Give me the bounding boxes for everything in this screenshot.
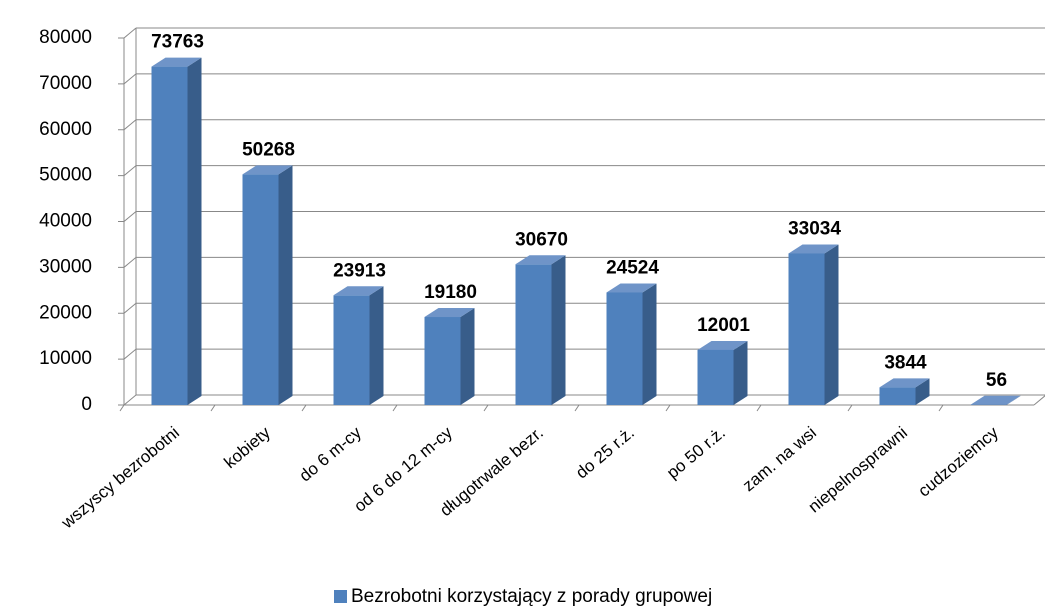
value-label: 56 [986, 370, 1007, 391]
grid-line-side [123, 211, 137, 222]
bar [697, 349, 734, 405]
x-tick-label: po 50 r.ż. [663, 423, 729, 483]
bar-top [697, 340, 748, 350]
bar-top [879, 378, 930, 388]
x-tick-label: kobiety [220, 423, 274, 472]
bar-side [551, 255, 566, 405]
x-tick-label: do 25 r.ż. [572, 423, 638, 483]
value-label: 23913 [333, 260, 386, 281]
x-tick [392, 404, 398, 412]
x-tick-label: cudzoziemcy [914, 423, 1002, 501]
bar [333, 295, 370, 405]
value-label: 24524 [606, 258, 659, 279]
x-tick [847, 404, 853, 412]
bar [788, 253, 825, 405]
grid-line-side [123, 119, 137, 131]
value-label: 19180 [424, 282, 477, 303]
grid-line-side [123, 302, 137, 314]
value-label: 73763 [151, 32, 204, 53]
y-tick-label: 70000 [39, 73, 92, 94]
bar-top [333, 286, 384, 296]
x-tick [483, 404, 489, 412]
value-label: 33034 [788, 218, 841, 239]
x-tick [574, 404, 580, 412]
bar-top [242, 165, 293, 175]
bar-top [606, 283, 657, 293]
bar-top [970, 395, 1021, 405]
bar-top [424, 308, 475, 318]
y-tick-label: 40000 [39, 211, 92, 232]
x-tick [756, 404, 762, 412]
value-label: 50268 [242, 139, 295, 160]
floor-edge [1033, 395, 1045, 406]
bar-side [733, 340, 748, 405]
y-tick-label: 10000 [39, 348, 92, 369]
grid-line-side [123, 73, 137, 85]
grid-line-side [123, 165, 137, 177]
x-tick [301, 404, 307, 412]
y-tick-label: 80000 [39, 27, 92, 48]
bar-side [278, 165, 293, 405]
x-tick-label: zam. na wsi [739, 423, 820, 495]
bar-side [460, 308, 475, 405]
bar [606, 292, 643, 405]
value-label: 3844 [884, 352, 927, 373]
bar-top [515, 255, 566, 265]
x-tick-label: niepelnosprawni [805, 423, 911, 517]
y-tick-label: 50000 [39, 165, 92, 186]
bar [424, 317, 461, 405]
x-tick-label: do 6 m-cy [296, 423, 366, 486]
bar-top [151, 57, 202, 67]
grid-line-side [123, 256, 137, 268]
y-tick-label: 20000 [39, 302, 92, 323]
x-tick [210, 404, 216, 412]
x-tick [119, 404, 125, 412]
legend-label: Bezrobotni korzystający z porady grupowe… [351, 586, 712, 607]
grid-line-side [123, 394, 137, 406]
y-tick-label: 0 [81, 394, 92, 415]
y-tick-label: 30000 [39, 256, 92, 277]
bar [151, 66, 188, 405]
bar-side [187, 57, 202, 405]
bar-side [369, 286, 384, 405]
bar-side [1006, 395, 1021, 405]
bar-top [788, 244, 839, 254]
x-tick-label: wszyscy bezrobotni [57, 423, 183, 533]
bar [515, 264, 552, 405]
y-tick-label: 60000 [39, 119, 92, 140]
bar-side [915, 378, 930, 405]
bar [879, 387, 916, 405]
x-tick [938, 404, 944, 412]
value-label: 12001 [697, 315, 750, 336]
bar [242, 174, 279, 405]
value-label: 30670 [515, 229, 568, 250]
x-tick [665, 404, 671, 412]
grid-line-side [123, 27, 137, 39]
legend-swatch [334, 590, 347, 603]
bar-side [824, 244, 839, 405]
grid-line-side [123, 348, 137, 360]
bar-side [642, 283, 657, 405]
